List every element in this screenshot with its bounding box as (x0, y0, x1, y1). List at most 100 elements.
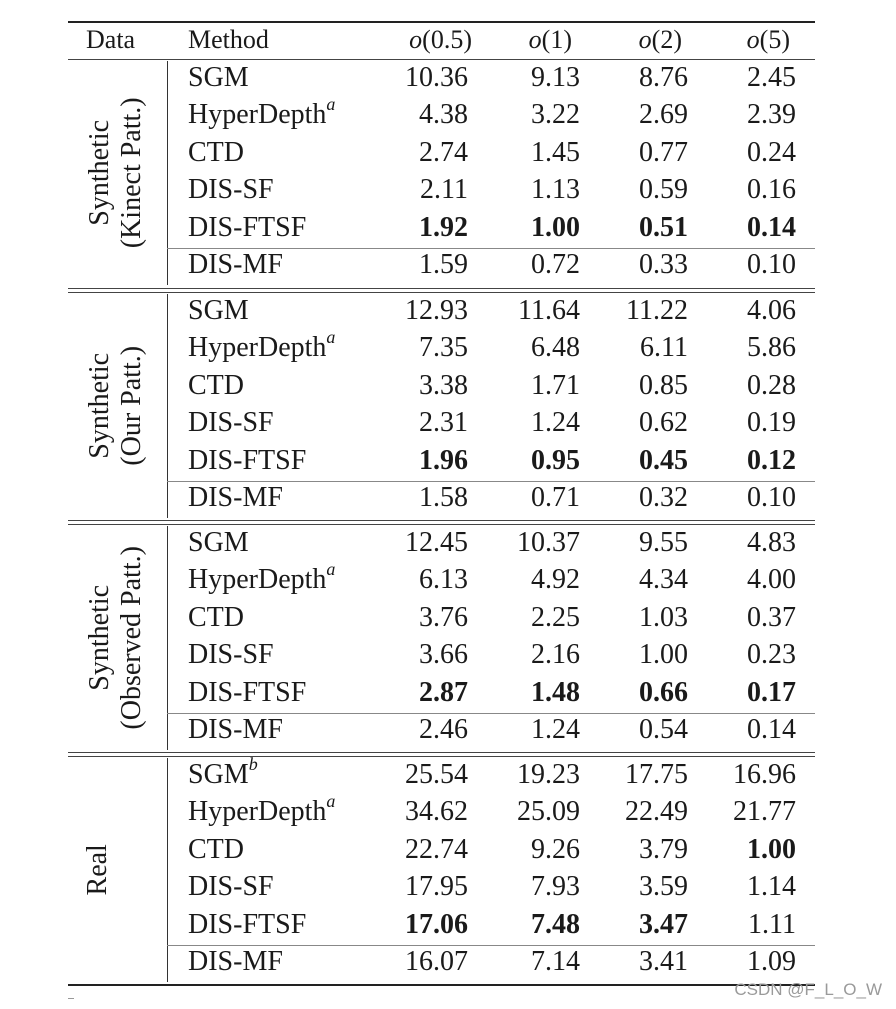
table-cell-value: 1.11 (748, 908, 796, 940)
table-cell-value: 17.75 (625, 759, 688, 790)
table-cell-value: 0.33 (639, 249, 688, 280)
table-cell-value: 7.35 (419, 332, 468, 364)
table-cell-value: 2.87 (419, 676, 468, 708)
table-row-method: DIS-SF (188, 408, 274, 438)
row-rule (167, 945, 815, 946)
table-cell-value: 1.09 (747, 946, 796, 977)
table-row-method: DIS-MF (188, 947, 283, 977)
table-cell-value: 7.14 (531, 946, 580, 977)
table-row-method: HyperDeptha (188, 560, 335, 595)
header-rule (68, 59, 815, 60)
table-cell-value: 21.77 (733, 796, 796, 828)
header-col-2: o(2) (638, 25, 682, 54)
method-name: DIS-MF (188, 249, 283, 280)
table-cell-value: 3.22 (531, 99, 580, 131)
table-cell-value: 1.48 (531, 676, 580, 708)
group-label-line1: Synthetic (84, 120, 115, 227)
table-cell-value: 16.96 (733, 759, 796, 790)
group-label-line2: (Our Patt.) (116, 346, 147, 467)
table-row-method: DIS-FTSF (188, 677, 306, 708)
group-label-line2: (Kinect Patt.) (116, 97, 147, 249)
method-name: DIS-MF (188, 482, 283, 513)
table-row-method: SGM (188, 296, 249, 326)
table-row-method: SGM (188, 63, 249, 93)
table-row-method: HyperDeptha (188, 95, 335, 131)
table-cell-value: 3.66 (419, 639, 468, 671)
table-row-method: HyperDeptha (188, 328, 335, 364)
table-cell-value: 2.11 (420, 174, 468, 206)
table-cell-value: 1.58 (419, 482, 468, 513)
table-cell-value: 12.45 (405, 527, 468, 558)
table-row-method: CTD (188, 370, 244, 401)
table-row-method: DIS-MF (188, 250, 283, 280)
table-cell-value: 1.03 (639, 601, 688, 633)
table-cell-value: 0.14 (747, 714, 796, 745)
group-label-line1: Real (82, 844, 113, 896)
method-superscript: a (326, 94, 336, 115)
table-cell-value: 4.38 (419, 99, 468, 131)
method-name: SGM (188, 62, 249, 93)
table-cell-value: 22.74 (405, 833, 468, 865)
table-cell-value: 9.13 (531, 62, 580, 93)
table-cell-value: 3.41 (639, 946, 688, 977)
table-cell-value: 0.14 (747, 211, 796, 243)
table-cell-value: 1.45 (531, 136, 580, 168)
method-name: HyperDepth (188, 332, 327, 364)
table-cell-value: 19.23 (517, 759, 580, 790)
method-name: DIS-SF (188, 174, 274, 206)
table-cell-value: 0.66 (639, 676, 688, 708)
header-col-1: o(1) (528, 25, 572, 54)
method-name: HyperDepth (188, 99, 327, 131)
table-cell-value: 0.23 (747, 639, 796, 671)
method-name: DIS-SF (188, 639, 274, 671)
method-name: CTD (188, 833, 244, 865)
method-name: HyperDepth (188, 796, 327, 828)
method-superscript: a (326, 791, 336, 812)
group-label: Synthetic (Our Patt.) (84, 294, 148, 518)
table-cell-value: 2.45 (747, 62, 796, 93)
table-cell-value: 3.79 (639, 833, 688, 865)
margin-mark (68, 998, 74, 999)
table-cell-value: 0.45 (639, 444, 688, 476)
table-cell-value: 4.06 (747, 295, 796, 326)
header-col-3: o(5) (746, 25, 790, 54)
table-cell-value: 1.59 (419, 249, 468, 280)
table-cell-value: 0.17 (747, 676, 796, 708)
table-cell-value: 0.10 (747, 482, 796, 513)
table-cell-value: 4.34 (639, 564, 688, 596)
table-cell-value: 1.71 (531, 369, 580, 401)
group-separator (68, 756, 815, 757)
table-cell-value: 0.37 (747, 601, 796, 633)
table-row-method: DIS-SF (188, 872, 274, 902)
table-cell-value: 17.95 (405, 871, 468, 903)
table-row-method: DIS-SF (188, 175, 274, 205)
column-divider (167, 61, 169, 286)
row-rule (167, 713, 815, 714)
table-row-method: DIS-MF (188, 715, 283, 745)
row-rule (167, 481, 815, 482)
table-cell-value: 0.95 (531, 444, 580, 476)
table-cell-value: 2.16 (531, 639, 580, 671)
table-cell-value: 4.92 (531, 564, 580, 596)
table-cell-value: 34.62 (405, 796, 468, 828)
table-cell-value: 6.13 (419, 564, 468, 596)
group-label-line1: Synthetic (84, 585, 115, 692)
table-cell-value: 6.48 (531, 332, 580, 364)
table-cell-value: 2.46 (419, 714, 468, 745)
group-separator (68, 524, 815, 525)
table-cell-value: 0.54 (639, 714, 688, 745)
table-row-method: CTD (188, 137, 244, 168)
method-name: SGM (188, 527, 249, 558)
table-cell-value: 1.13 (531, 174, 580, 206)
group-label-line2: (Observed Patt.) (116, 546, 147, 730)
table-row-method: HyperDeptha (188, 792, 335, 828)
table-cell-value: 0.62 (639, 407, 688, 439)
method-name: DIS-FTSF (188, 444, 307, 476)
table-cell-value: 12.93 (405, 295, 468, 326)
table-cell-value: 6.11 (640, 332, 688, 364)
table-row-method: DIS-MF (188, 483, 283, 513)
table-cell-value: 2.25 (531, 601, 580, 633)
table-cell-value: 2.31 (419, 407, 468, 439)
group-label: Synthetic (Kinect Patt.) (84, 61, 148, 285)
